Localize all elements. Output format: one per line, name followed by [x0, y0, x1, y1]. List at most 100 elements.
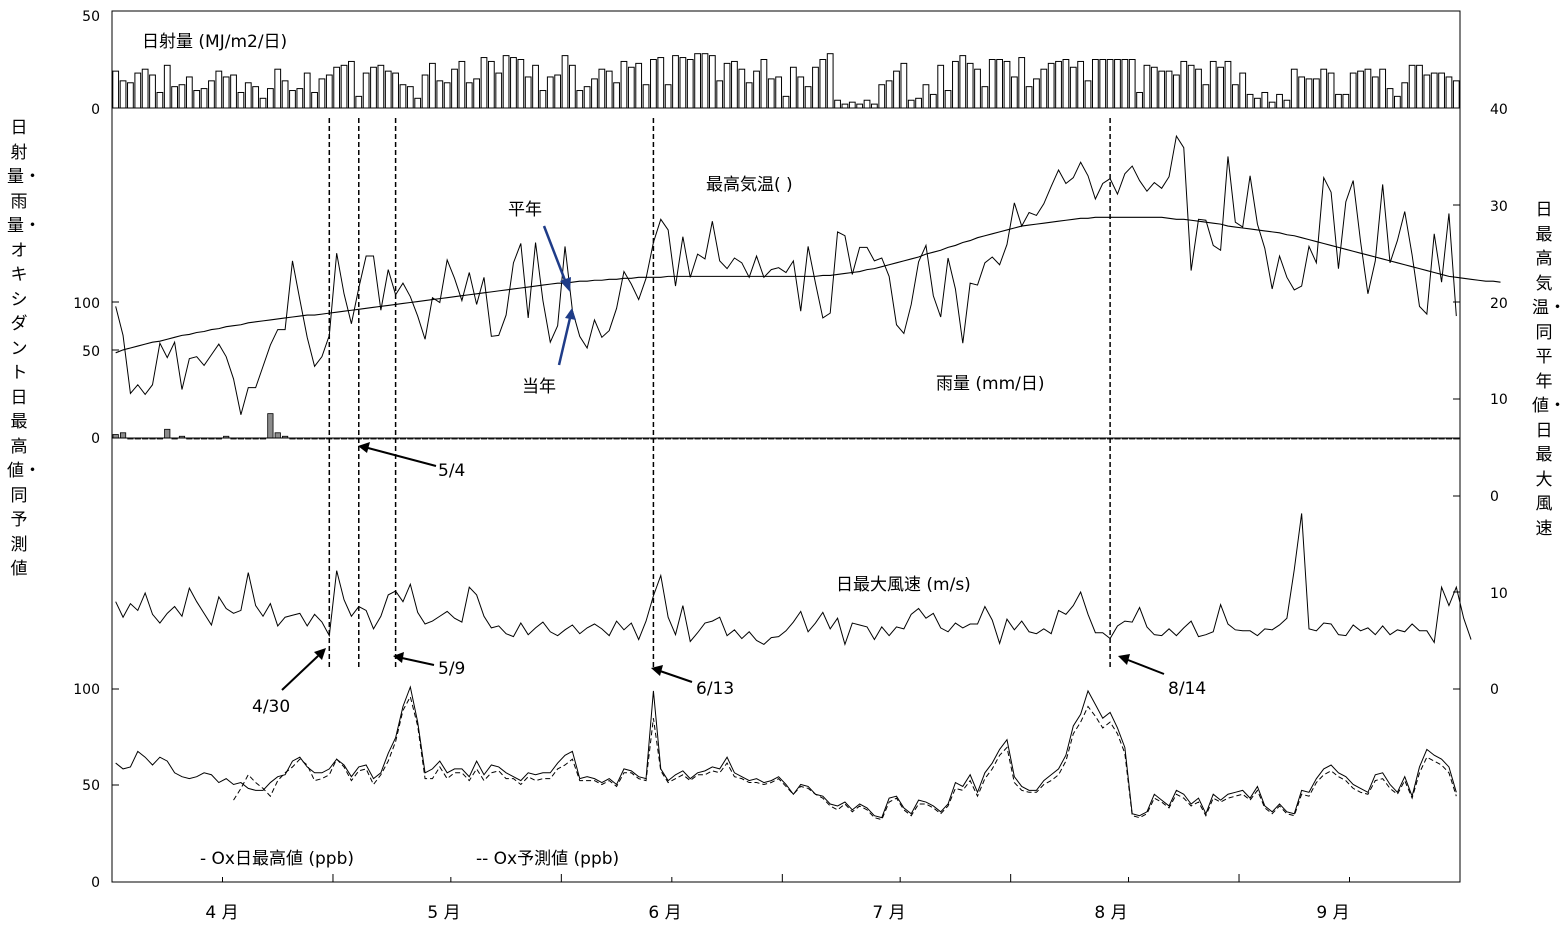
right-tick-temp-30: 30: [1490, 199, 1508, 215]
right-tick-temp-20: 20: [1490, 296, 1508, 312]
solar-bar: [819, 59, 827, 109]
solar-bar: [1239, 72, 1247, 109]
ox-pred-line: [233, 695, 1457, 821]
solar-bar: [244, 82, 252, 109]
solar-bar: [1254, 97, 1261, 109]
solar-bar: [988, 59, 996, 109]
solar-bar: [915, 97, 922, 109]
event-label-0504: 5/4: [438, 461, 465, 481]
solar-bar: [760, 59, 768, 109]
solar-bar: [1305, 78, 1313, 109]
solar-bar: [1386, 88, 1394, 109]
solar-bar: [848, 101, 856, 109]
solar-bar: [1394, 95, 1401, 109]
solar-bar: [451, 68, 458, 109]
event-label-0430: 4/30: [252, 697, 290, 717]
solar-bar: [1010, 76, 1018, 109]
solar-bar: [753, 70, 760, 109]
temperature-panel-label: 最高気温( ): [706, 175, 793, 195]
solar-bar: [1401, 82, 1409, 109]
solar-bar: [929, 93, 937, 109]
solar-bar: [1077, 60, 1085, 109]
solar-bar: [1327, 72, 1335, 109]
solar-bar: [878, 84, 886, 109]
rain-bar: [267, 413, 274, 439]
solar-bar: [1106, 59, 1114, 109]
solar-bar: [966, 62, 974, 109]
solar-bar: [1217, 66, 1224, 109]
solar-bar: [1320, 68, 1328, 109]
solar-bar: [1173, 74, 1180, 109]
solar-bar: [974, 68, 981, 109]
solar-bar: [119, 80, 127, 109]
solar-bar: [605, 70, 613, 109]
solar-bar: [657, 57, 665, 109]
solar-bar: [679, 57, 687, 109]
solar-bar: [149, 74, 156, 109]
solar-bar: [112, 70, 120, 109]
solar-bar: [208, 80, 215, 109]
solar-bar: [701, 53, 709, 109]
solar-bar: [1357, 70, 1364, 109]
solar-bar: [635, 62, 643, 109]
solar-bar: [812, 66, 819, 109]
solar-bar: [1003, 60, 1011, 109]
solar-bar: [576, 90, 584, 109]
solar-bar: [1114, 59, 1121, 109]
right-tick-temp-10: 10: [1490, 392, 1508, 408]
solar-bar: [1187, 64, 1195, 109]
solar-bar: [289, 90, 296, 109]
event-arrow-0504: [367, 447, 437, 467]
solar-bar: [841, 103, 849, 109]
left-tick-rain-50: 50: [82, 344, 100, 360]
solar-bar: [672, 55, 679, 109]
solar-bar: [1246, 93, 1254, 109]
solar-bar: [532, 64, 539, 109]
solar-bar: [134, 72, 142, 109]
ox-max-line: [115, 685, 1457, 819]
solar-bar: [981, 86, 989, 109]
month-label-jul: 7 月: [872, 903, 905, 923]
solar-bar: [1423, 74, 1431, 109]
solar-bar: [281, 80, 289, 109]
solar-bar: [348, 60, 355, 109]
solar-bar: [517, 59, 525, 109]
solar-bar: [1128, 59, 1136, 109]
solar-bar: [1180, 60, 1188, 109]
solar-bar: [1452, 80, 1460, 109]
solar-bar: [1349, 72, 1357, 109]
normal-pointer-arrow: [542, 225, 568, 284]
solar-bar: [885, 80, 893, 109]
solar-bar: [775, 76, 783, 109]
event-label-0509: 5/9: [438, 659, 465, 679]
solar-bar: [414, 97, 422, 109]
wind-max-line: [115, 513, 1472, 647]
solar-bar: [480, 57, 488, 109]
month-label-apr: 4 月: [205, 903, 238, 923]
solar-bar: [274, 68, 282, 109]
event-arrowhead-0613: [651, 665, 663, 676]
solar-bar: [421, 74, 429, 109]
solar-bar: [561, 55, 569, 109]
solar-bar: [1430, 72, 1438, 109]
solar-bar: [893, 70, 900, 109]
right-tick-temp-40: 40: [1490, 102, 1508, 118]
solar-bar: [141, 68, 149, 109]
axis-ticks: [111, 10, 1461, 883]
rain-bar: [274, 432, 281, 439]
solar-bar: [767, 78, 775, 109]
left-tick-temp-100: 100: [73, 296, 100, 312]
right-tick-wind-10: 10: [1490, 586, 1508, 602]
solar-bar: [473, 78, 481, 109]
month-label-may: 5 月: [427, 903, 460, 923]
solar-bar: [377, 64, 385, 109]
solar-bar: [443, 82, 451, 109]
solar-bar: [1069, 66, 1077, 109]
solar-bar: [1335, 93, 1342, 109]
solar-bar: [1290, 68, 1298, 109]
solar-bar: [922, 84, 930, 109]
solar-bar: [591, 78, 598, 109]
left-tick-solar-0: 0: [91, 102, 100, 118]
solar-bar: [1143, 64, 1151, 109]
solar-bar: [384, 70, 392, 109]
